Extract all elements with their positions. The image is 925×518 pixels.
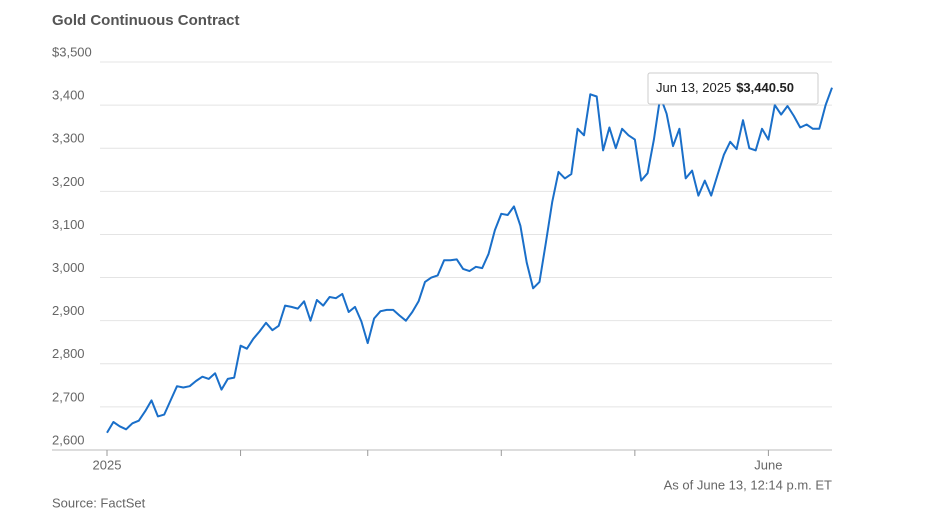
y-tick-label: 3,100 [52, 217, 85, 232]
price-line [106, 87, 833, 434]
y-tick-label: 3,400 [52, 88, 85, 103]
x-tick-label: 2025 [93, 457, 122, 472]
tooltip-text: Jun 13, 2025 $3,440.50 [656, 80, 794, 95]
tooltip: Jun 13, 2025 $3,440.50 [647, 72, 819, 105]
note: As of June 13, 12:14 p.m. ET [664, 477, 832, 492]
tooltip-value: $3,440.50 [736, 80, 794, 95]
y-tick-label: 3,200 [52, 174, 85, 189]
y-tick-label: 2,600 [52, 432, 85, 447]
y-tick-label: 2,800 [52, 346, 85, 361]
y-tick-label: 3,000 [52, 260, 85, 275]
tooltip-date: Jun 13, 2025 [656, 80, 731, 95]
tooltip-box [647, 72, 819, 105]
y-tick-label: $3,500 [52, 44, 92, 59]
source: Source: FactSet [52, 495, 146, 510]
x-tick-label: June [754, 457, 782, 472]
chart-title: Gold Continuous Contract [52, 12, 239, 29]
y-tick-label: 3,300 [52, 131, 85, 146]
y-tick-label: 2,700 [52, 389, 85, 404]
y-tick-label: 2,900 [52, 303, 85, 318]
